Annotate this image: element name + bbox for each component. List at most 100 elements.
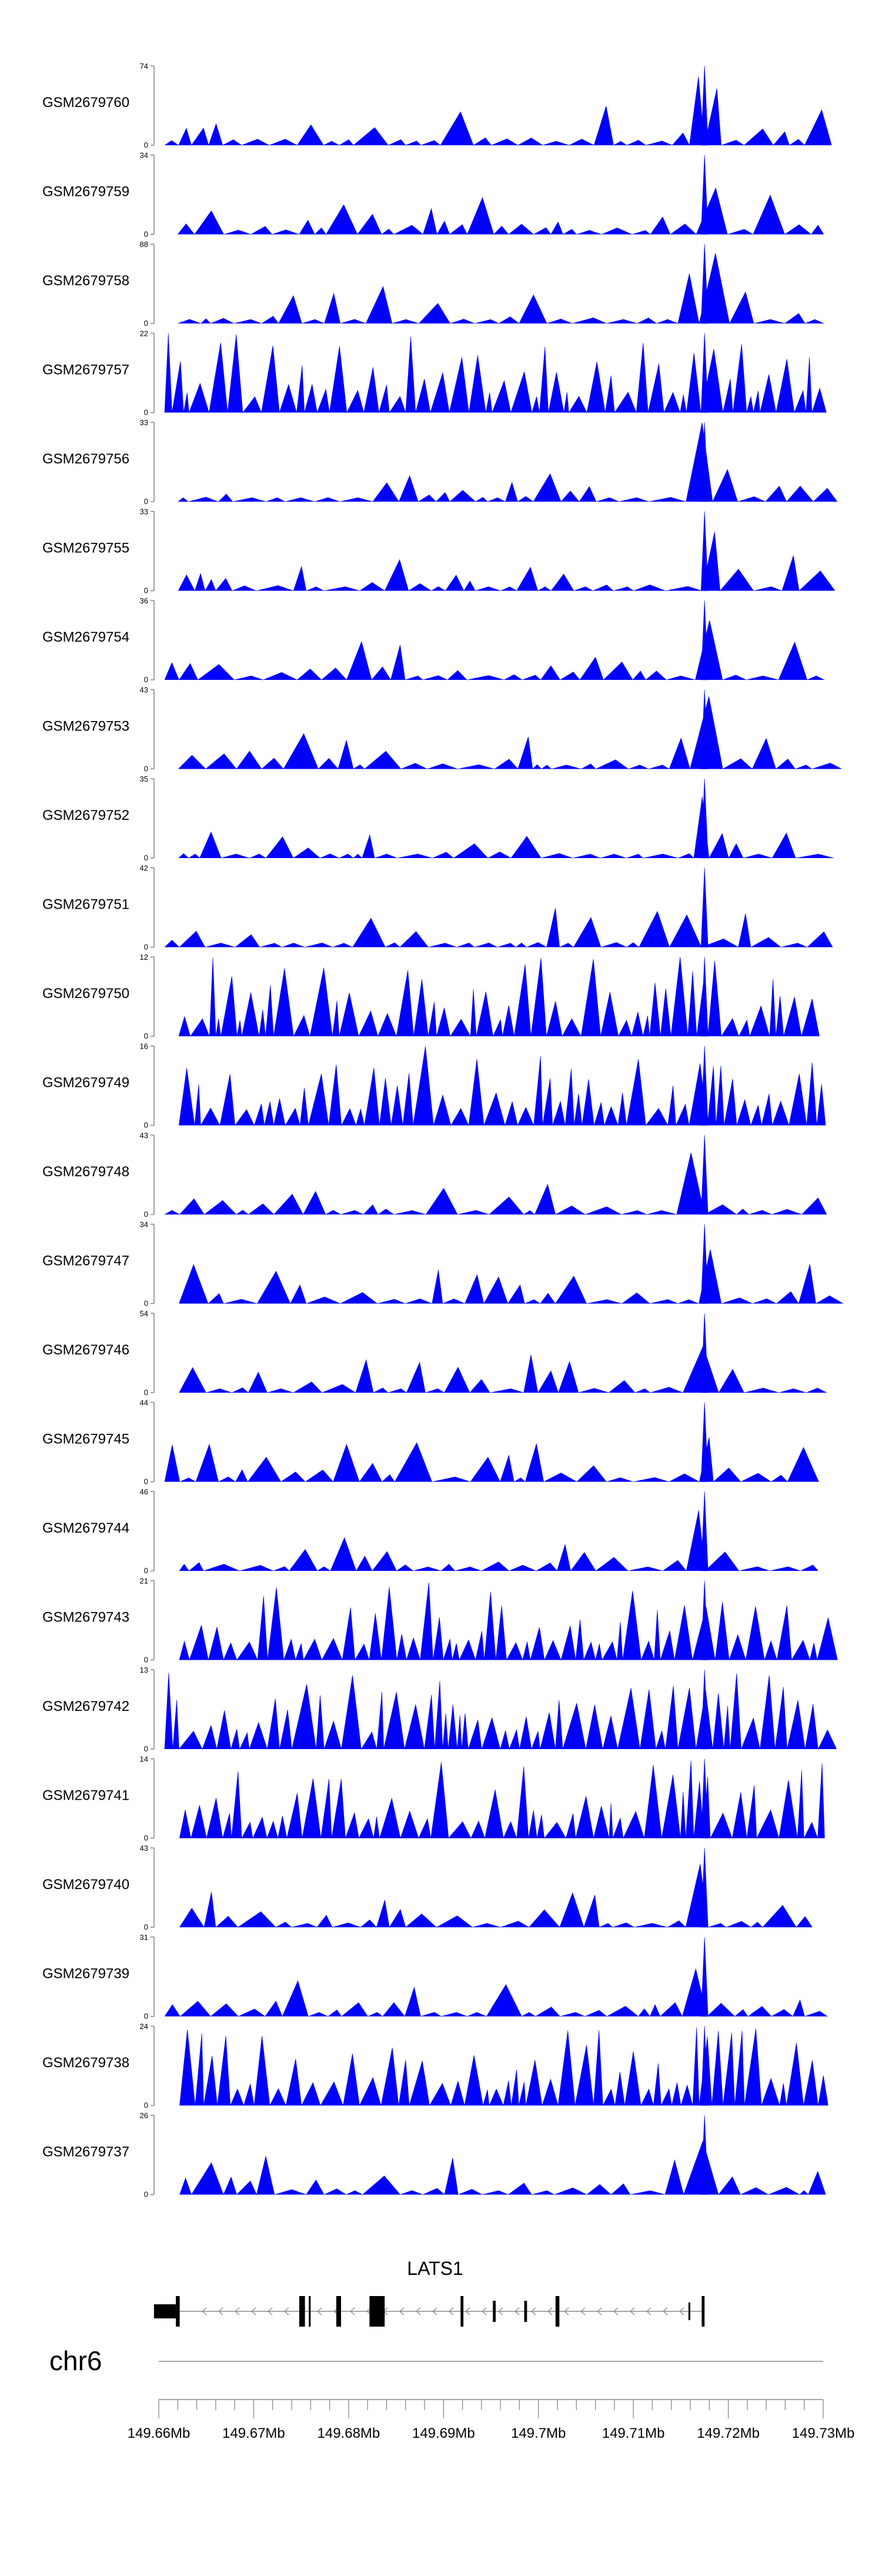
y-axis-zero-label: 0 — [144, 943, 148, 952]
track-GSM2679753: GSM2679753 43 0 — [42, 686, 842, 773]
signal-area — [178, 422, 838, 503]
track-label: GSM2679745 — [42, 1432, 129, 1447]
y-axis-max-label: 43 — [140, 686, 148, 695]
track-label: GSM2679751 — [42, 897, 129, 913]
track-GSM2679740: GSM2679740 43 0 — [42, 1844, 813, 1931]
track-GSM2679754: GSM2679754 36 0 — [42, 596, 825, 684]
y-axis-zero-label: 0 — [144, 230, 148, 239]
signal-area — [179, 1491, 818, 1571]
signal-area — [164, 1134, 827, 1215]
track-label: GSM2679750 — [42, 986, 129, 1002]
y-axis-zero-label: 0 — [144, 2190, 148, 2199]
strand-arrow — [449, 2307, 454, 2315]
y-axis-max-label: 16 — [140, 1042, 148, 1051]
gene-model: LATS1 — [153, 2258, 705, 2327]
signal-area — [164, 1937, 828, 2017]
x-tick-label: 149.67Mb — [222, 2425, 285, 2441]
x-tick-label: 149.72Mb — [697, 2425, 760, 2441]
y-axis-max-label: 24 — [140, 2022, 148, 2031]
x-tick-label: 149.7Mb — [511, 2425, 566, 2441]
strand-arrow — [498, 2307, 503, 2315]
gene-exon — [493, 2301, 496, 2322]
y-axis-max-label: 13 — [140, 1666, 148, 1674]
x-tick-label: 149.66Mb — [128, 2425, 191, 2441]
y-axis-max-label: 33 — [140, 508, 148, 516]
strand-arrow — [317, 2307, 322, 2315]
signal-area — [164, 333, 827, 413]
strand-arrow — [399, 2307, 405, 2315]
signal-area — [178, 778, 834, 859]
signal-area — [178, 956, 820, 1037]
y-axis-zero-label: 0 — [144, 586, 148, 595]
y-axis-zero-label: 0 — [144, 1566, 148, 1575]
gene-exon — [369, 2296, 385, 2327]
track-GSM2679747: GSM2679747 34 0 — [42, 1220, 844, 1308]
signal-area — [178, 689, 842, 770]
strand-arrow — [564, 2307, 569, 2315]
strand-arrow — [613, 2307, 619, 2315]
track-GSM2679750: GSM2679750 12 0 — [42, 953, 820, 1040]
y-axis-max-label: 46 — [140, 1487, 148, 1496]
chromosome-label: chr6 — [49, 2345, 102, 2376]
signal-area — [179, 1224, 844, 1304]
strand-arrow — [547, 2307, 553, 2315]
track-label: GSM2679740 — [42, 1877, 129, 1893]
y-axis-max-label: 21 — [140, 1577, 148, 1586]
signal-area — [179, 1759, 825, 1839]
track-label: GSM2679757 — [42, 362, 129, 378]
y-axis-zero-label: 0 — [144, 497, 148, 506]
y-axis-zero-label: 0 — [144, 1388, 148, 1397]
gene-exon — [336, 2296, 341, 2327]
track-label: GSM2679742 — [42, 1699, 129, 1714]
x-tick-label: 149.71Mb — [602, 2425, 665, 2441]
track-label: GSM2679738 — [42, 2055, 129, 2071]
x-tick-label: 149.68Mb — [318, 2425, 380, 2441]
strand-arrow — [235, 2307, 240, 2315]
y-axis-max-label: 33 — [140, 418, 148, 427]
strand-arrow — [251, 2307, 256, 2315]
strand-arrow — [514, 2307, 520, 2315]
track-label: GSM2679743 — [42, 1610, 129, 1626]
track-label: GSM2679752 — [42, 807, 129, 823]
gene-exon — [688, 2303, 690, 2320]
track-GSM2679738: GSM2679738 24 0 — [42, 2022, 828, 2110]
track-label: GSM2679739 — [42, 1966, 129, 1982]
strand-arrow — [284, 2307, 289, 2315]
track-GSM2679746: GSM2679746 54 0 — [42, 1309, 827, 1397]
genome-axis: chr6 149.66Mb 149.67Mb 149.68Mb 149.69Mb 149… — [49, 2345, 854, 2441]
strand-arrow — [663, 2307, 668, 2315]
y-axis-max-label: 74 — [140, 62, 148, 71]
signal-area — [164, 600, 825, 680]
strand-arrow — [597, 2307, 602, 2315]
strand-arrow — [416, 2307, 421, 2315]
track-GSM2679755: GSM2679755 33 0 — [42, 508, 836, 595]
y-axis-zero-label: 0 — [144, 2012, 148, 2021]
strand-arrow — [350, 2307, 355, 2315]
strand-arrow — [679, 2307, 684, 2315]
signal-area — [164, 1669, 837, 1750]
y-axis-max-label: 34 — [140, 151, 148, 160]
y-axis-zero-label: 0 — [144, 141, 148, 149]
track-GSM2679756: GSM2679756 33 0 — [42, 418, 838, 506]
track-label: GSM2679758 — [42, 273, 129, 289]
track-GSM2679742: GSM2679742 13 0 — [42, 1666, 837, 1753]
track-GSM2679737: GSM2679737 26 0 — [42, 2111, 826, 2199]
y-axis-max-label: 54 — [140, 1309, 148, 1318]
y-axis-zero-label: 0 — [144, 1032, 148, 1040]
y-axis-zero-label: 0 — [144, 2101, 148, 2110]
track-GSM2679759: GSM2679759 34 0 — [42, 151, 824, 239]
y-axis-max-label: 12 — [140, 953, 148, 962]
signal-area — [164, 65, 832, 146]
signal-area — [179, 2026, 828, 2107]
y-axis-max-label: 35 — [140, 775, 148, 783]
y-axis-max-label: 43 — [140, 1844, 148, 1853]
y-axis-zero-label: 0 — [144, 408, 148, 417]
track-label: GSM2679741 — [42, 1788, 129, 1804]
signal-area — [179, 1313, 827, 1393]
gene-exon — [176, 2296, 180, 2327]
y-axis-zero-label: 0 — [144, 1834, 148, 1843]
track-GSM2679752: GSM2679752 35 0 — [42, 775, 834, 862]
y-axis-zero-label: 0 — [144, 1923, 148, 1931]
strand-arrow — [218, 2307, 223, 2315]
signal-area — [177, 155, 824, 235]
